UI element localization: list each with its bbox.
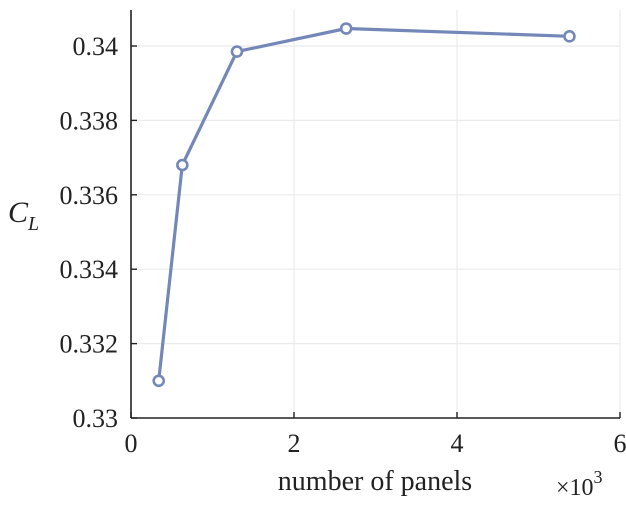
x-axis-multiplier: ×103 <box>556 467 603 501</box>
y-tick-label: 0.336 <box>60 181 119 210</box>
y-tick-label: 0.332 <box>60 330 119 359</box>
y-tick-labels: 0.33 0.332 0.334 0.336 0.338 0.34 <box>60 32 119 433</box>
grid <box>131 10 620 418</box>
x-tick-label: 6 <box>614 429 626 458</box>
axes <box>131 10 620 418</box>
x-axis-label: number of panels <box>278 466 472 497</box>
y-tick-label: 0.334 <box>60 255 119 284</box>
tick-marks <box>131 46 620 418</box>
y-tick-label: 0.34 <box>73 32 119 61</box>
x-axis-multiplier-base: ×10 <box>556 475 594 501</box>
data-point <box>177 160 187 170</box>
y-axis-label-main: C <box>8 196 29 229</box>
data-point <box>232 47 242 57</box>
series-line <box>159 29 570 381</box>
y-tick-label: 0.338 <box>60 106 119 135</box>
x-tick-labels: 0 2 4 6 <box>125 429 626 458</box>
series <box>154 24 575 386</box>
data-point <box>341 24 351 34</box>
x-tick-label: 4 <box>451 429 464 458</box>
y-axis-label-subscript: L <box>27 213 39 235</box>
data-point <box>154 376 164 386</box>
y-axis-label: CL <box>8 196 39 235</box>
data-point <box>564 31 574 41</box>
x-axis-multiplier-exponent: 3 <box>594 467 603 487</box>
y-tick-label: 0.33 <box>73 404 119 433</box>
x-tick-label: 0 <box>125 429 138 458</box>
x-tick-label: 2 <box>288 429 301 458</box>
